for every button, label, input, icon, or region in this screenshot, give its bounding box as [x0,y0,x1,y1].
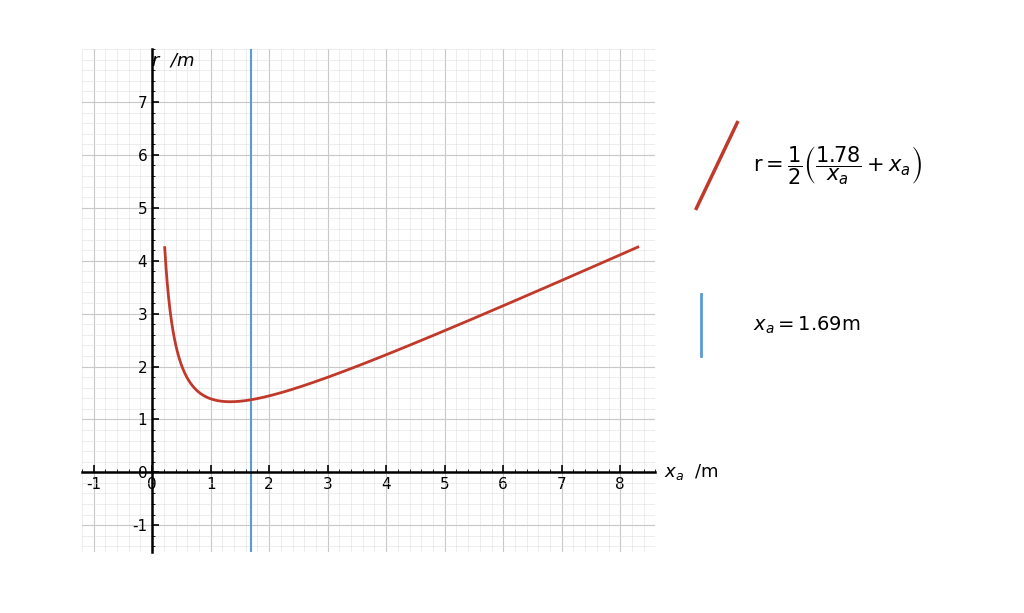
Text: r  /m: r /m [153,51,195,70]
Text: $x_a$  /m: $x_a$ /m [665,462,719,482]
Text: $x_a = 1.69\mathrm{m}$: $x_a = 1.69\mathrm{m}$ [753,314,860,335]
Text: $\mathrm{r} = \dfrac{1}{2}\left(\dfrac{1.78}{x_a} + x_a\right)$: $\mathrm{r} = \dfrac{1}{2}\left(\dfrac{1… [753,144,922,187]
